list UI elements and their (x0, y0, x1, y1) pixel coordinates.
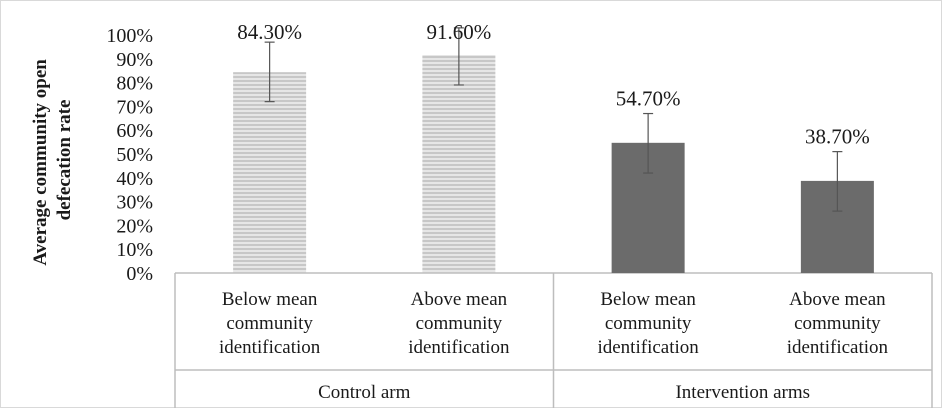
y-tick-label: 70% (116, 96, 153, 118)
x-tick-label: Above mean community identification (408, 289, 510, 358)
data-label: 38.70% (805, 125, 870, 149)
x-tick-label: Below mean community identification (219, 289, 321, 358)
y-axis-title: Average community open defecation rate (30, 54, 75, 265)
y-tick-label: 100% (106, 25, 153, 47)
y-tick-label: 30% (116, 192, 153, 214)
y-tick-label: 0% (126, 263, 153, 285)
y-tick-label: 50% (116, 144, 153, 166)
group-label: Intervention arms (675, 382, 810, 403)
y-tick-label: 40% (116, 168, 153, 190)
data-label: 54.70% (616, 87, 681, 111)
bars (233, 27, 874, 273)
axes: 0%10%20%30%40%50%60%70%80%90%100% (106, 25, 933, 408)
y-tick-label: 80% (116, 73, 153, 95)
data-label: 84.30% (237, 20, 302, 44)
bar (233, 72, 307, 273)
labels: 84.30% Below mean community identification 9… (219, 20, 889, 403)
data-label: 91.60% (427, 20, 492, 44)
x-tick-label: Above mean community identification (787, 289, 889, 358)
x-tick-label: Below mean community identification (597, 289, 699, 358)
y-tick-label: 20% (116, 215, 153, 237)
y-tick-label: 90% (116, 49, 153, 71)
bar (422, 54, 496, 273)
y-tick-label: 60% (116, 120, 153, 142)
group-label: Control arm (318, 382, 411, 403)
y-tick-label: 10% (116, 239, 153, 261)
